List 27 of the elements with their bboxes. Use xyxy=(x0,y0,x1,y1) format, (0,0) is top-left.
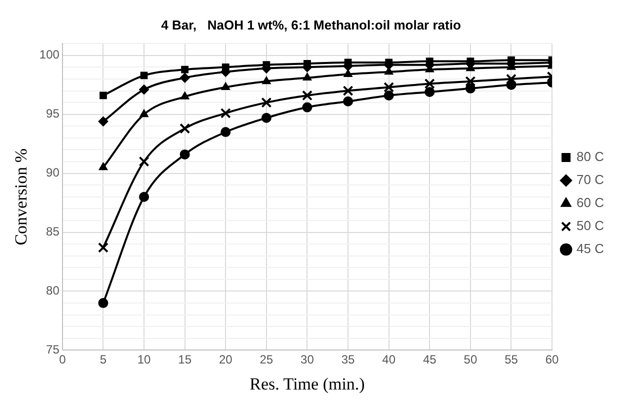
x-tick-label: 5 xyxy=(100,352,107,367)
x-tick-label: 15 xyxy=(178,352,192,367)
legend-label: 45 C xyxy=(576,241,604,256)
chart-title: 4 Bar, NaOH 1 wt%, 6:1 Methanol:oil molar ratio xyxy=(161,17,461,32)
legend-label: 50 C xyxy=(576,218,604,234)
y-axis-title: Conversion % xyxy=(12,148,31,246)
y-tick-label: 80 xyxy=(46,284,60,298)
x-tick-label: 35 xyxy=(341,352,356,367)
y-tick-label: 90 xyxy=(46,166,60,180)
legend-label: 70 C xyxy=(576,172,604,188)
x-tick-label: 30 xyxy=(300,352,314,367)
y-tick-label: 85 xyxy=(46,224,60,239)
x-tick-label: 45 xyxy=(422,352,437,367)
x-axis-title: Res. Time (min.) xyxy=(250,374,365,394)
x-tick-label: 20 xyxy=(218,352,233,367)
x-tick-label: 50 xyxy=(464,352,478,367)
x-tick-label: 0 xyxy=(59,352,66,367)
x-tick-label: 55 xyxy=(504,352,518,367)
y-tick-label: 100 xyxy=(39,48,60,62)
legend-label: 80 C xyxy=(576,149,604,164)
x-tick-label: 60 xyxy=(545,352,560,367)
x-tick-label: 25 xyxy=(260,352,274,367)
x-tick-label: 10 xyxy=(137,352,152,367)
y-tick-label: 95 xyxy=(46,106,60,121)
y-tick-label: 75 xyxy=(46,342,60,357)
x-tick-label: 40 xyxy=(382,352,396,367)
legend-label: 60 C xyxy=(576,195,604,210)
